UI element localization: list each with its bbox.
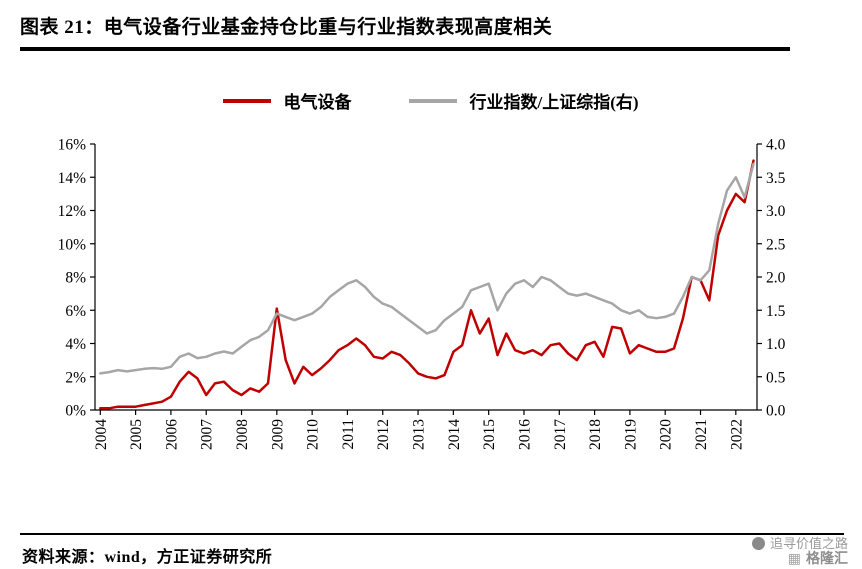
svg-text:2017: 2017 [552, 419, 569, 450]
svg-text:2%: 2% [65, 369, 86, 386]
value-road-logo-icon [751, 537, 765, 550]
gelonghui-brand-text: 格隆汇 [806, 550, 848, 566]
svg-text:8%: 8% [65, 270, 86, 287]
gelonghui-logo-icon: ▦ [787, 550, 801, 566]
svg-text:14%: 14% [58, 170, 87, 187]
watermark-row-1: 追寻价值之路 [751, 536, 848, 551]
svg-text:2.5: 2.5 [766, 236, 786, 253]
svg-text:2021: 2021 [693, 419, 710, 450]
svg-text:2020: 2020 [658, 419, 675, 450]
watermark-text: 追寻价值之路 [769, 536, 848, 551]
svg-text:2004: 2004 [93, 419, 110, 450]
watermark-row-2: ▦ 格隆汇 [752, 551, 848, 566]
svg-text:2007: 2007 [199, 419, 216, 450]
legend-label: 电气设备 [283, 93, 352, 112]
svg-text:2014: 2014 [446, 419, 463, 450]
svg-text:2012: 2012 [375, 419, 392, 450]
svg-text:2008: 2008 [234, 419, 251, 450]
chart-legend: 电气设备 行业指数/上证综指(右) [0, 88, 862, 113]
svg-text:3.0: 3.0 [766, 203, 786, 220]
svg-text:4.0: 4.0 [766, 137, 786, 154]
svg-text:2009: 2009 [269, 419, 286, 450]
page-title: 图表 21：电气设备行业基金持仓比重与行业指数表现高度相关 [20, 12, 790, 51]
svg-text:12%: 12% [58, 203, 87, 220]
svg-text:2013: 2013 [411, 419, 428, 450]
svg-text:2010: 2010 [305, 419, 322, 450]
svg-text:3.5: 3.5 [766, 170, 786, 187]
footer-divider [20, 533, 844, 535]
svg-text:0.5: 0.5 [766, 369, 786, 386]
svg-text:2019: 2019 [622, 419, 639, 450]
svg-text:16%: 16% [58, 137, 87, 154]
watermark: 追寻价值之路 ▦ 格隆汇 [751, 536, 848, 566]
svg-text:2016: 2016 [517, 419, 534, 450]
svg-text:2006: 2006 [163, 419, 180, 450]
svg-text:1.5: 1.5 [766, 303, 786, 320]
svg-text:2022: 2022 [728, 419, 745, 450]
legend-swatch-red-line [223, 98, 272, 103]
svg-text:2015: 2015 [481, 419, 498, 450]
svg-text:2011: 2011 [340, 419, 357, 449]
svg-text:0.0: 0.0 [766, 403, 786, 420]
legend-item-industry-index: 行业指数/上证综指(右) [409, 88, 639, 113]
source-note: 资料来源：wind，方正证券研究所 [22, 549, 273, 566]
line-chart: 0% 2% 4% 6% 8% 10% 12% 14% 16% 0.0 0.5 1.0 1.5 2.0 2.5… [58, 137, 786, 451]
svg-text:1.0: 1.0 [766, 336, 786, 353]
svg-text:2018: 2018 [587, 419, 604, 450]
svg-text:2.0: 2.0 [766, 270, 786, 287]
legend-item-electrical-equipment: 电气设备 [223, 88, 351, 113]
svg-text:10%: 10% [58, 236, 87, 253]
legend-label: 行业指数/上证综指(右) [469, 93, 639, 112]
legend-swatch-gray-line [409, 98, 458, 103]
svg-text:4%: 4% [65, 336, 86, 353]
svg-text:2005: 2005 [128, 419, 145, 450]
svg-text:6%: 6% [65, 303, 86, 320]
svg-text:0%: 0% [65, 403, 86, 420]
